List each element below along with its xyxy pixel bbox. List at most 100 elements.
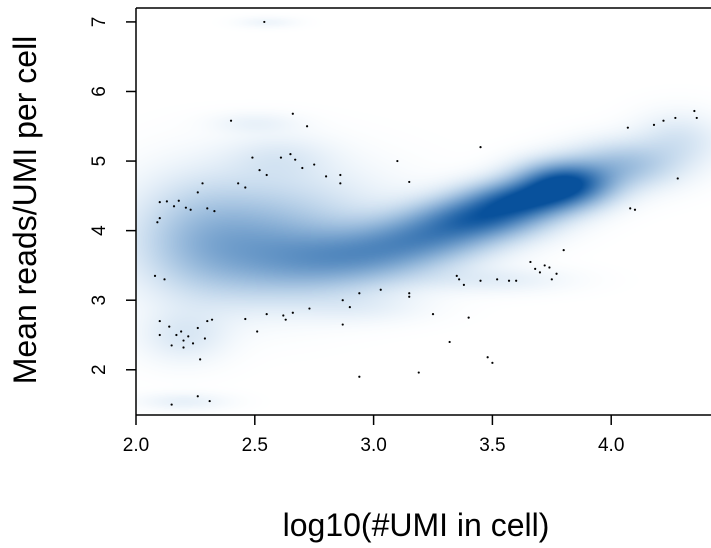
data-point (534, 267, 537, 270)
data-point (180, 330, 183, 333)
x-ticks: 2.0 2.5 3.0 3.5 4.0 (123, 415, 624, 456)
data-point (158, 333, 161, 337)
data-point (515, 279, 518, 282)
data-point (291, 311, 294, 314)
data-point (244, 317, 247, 321)
y-tick-label: 2 (89, 364, 110, 375)
data-point (258, 169, 261, 172)
data-point (182, 346, 185, 349)
data-point (486, 356, 489, 359)
density-heatmap (136, 8, 711, 415)
data-point (358, 375, 361, 378)
data-point (294, 158, 297, 161)
x-tick-label: 2.0 (123, 435, 149, 456)
data-point (341, 299, 344, 302)
data-point (244, 186, 247, 189)
data-point (203, 337, 207, 340)
data-point (206, 319, 209, 323)
data-point (213, 210, 216, 213)
data-point (431, 313, 435, 316)
data-point (291, 112, 294, 115)
data-point (339, 173, 342, 177)
data-point (196, 326, 199, 330)
data-point (458, 278, 461, 281)
data-point (182, 339, 185, 342)
data-point (196, 395, 199, 398)
data-point (550, 278, 553, 281)
data-point (562, 249, 565, 252)
data-point (308, 307, 311, 310)
data-point (189, 208, 192, 211)
data-point (529, 260, 532, 264)
data-point (467, 316, 470, 319)
x-tick-label: 3.0 (360, 435, 386, 456)
data-point (279, 156, 283, 159)
x-axis-title: log10(#UMI in cell) (283, 507, 550, 543)
y-tick-label: 6 (89, 86, 110, 97)
data-point (158, 217, 161, 220)
data-point (695, 116, 698, 120)
data-point (417, 371, 420, 374)
data-point (555, 272, 558, 275)
data-point (158, 319, 161, 323)
data-point (177, 199, 180, 202)
data-point (652, 123, 656, 126)
x-tick-label: 2.5 (242, 435, 268, 456)
data-point (455, 274, 458, 277)
data-point (199, 358, 202, 361)
data-point (265, 173, 268, 177)
data-point (548, 266, 551, 269)
data-point (289, 153, 292, 156)
data-point (196, 191, 199, 194)
y-axis-title: Mean reads/UMI per cell (7, 36, 43, 385)
data-points (153, 20, 698, 406)
data-point (172, 205, 176, 208)
y-tick-label: 5 (89, 156, 110, 167)
data-point (256, 330, 259, 333)
y-tick-label: 3 (89, 295, 110, 306)
data-point (191, 342, 195, 345)
data-point (301, 166, 304, 170)
y-ticks: 2 3 4 5 6 7 (89, 17, 136, 375)
data-point (339, 182, 342, 185)
data-point (163, 278, 166, 281)
data-point (408, 180, 411, 184)
data-point (170, 403, 173, 406)
data-point (206, 207, 209, 210)
y-tick-label: 4 (89, 225, 110, 236)
data-point (170, 344, 173, 347)
y-tick-label: 7 (89, 17, 110, 28)
data-point (479, 146, 482, 149)
data-point (408, 292, 411, 295)
data-point (201, 182, 204, 185)
data-point (676, 177, 679, 180)
data-point (408, 295, 411, 298)
data-point (282, 314, 285, 317)
data-point (693, 109, 696, 113)
data-point (153, 274, 157, 277)
data-point (184, 206, 187, 209)
data-point (187, 335, 190, 338)
data-point (210, 318, 214, 321)
data-point (379, 288, 382, 291)
data-point (538, 271, 542, 274)
data-point (251, 156, 254, 159)
data-point (284, 318, 287, 321)
data-point (662, 119, 665, 122)
data-point (543, 264, 546, 267)
data-point (156, 221, 159, 224)
x-tick-label: 3.5 (479, 435, 505, 456)
data-point (265, 313, 268, 316)
data-point (396, 159, 399, 163)
data-point (674, 116, 677, 120)
data-point (348, 306, 351, 309)
data-point (358, 292, 361, 295)
x-tick-label: 4.0 (598, 435, 624, 456)
data-point (263, 20, 266, 24)
data-point (175, 333, 178, 337)
data-point (341, 323, 344, 326)
data-point (305, 125, 309, 128)
density-image (136, 8, 711, 415)
data-point (479, 279, 482, 282)
